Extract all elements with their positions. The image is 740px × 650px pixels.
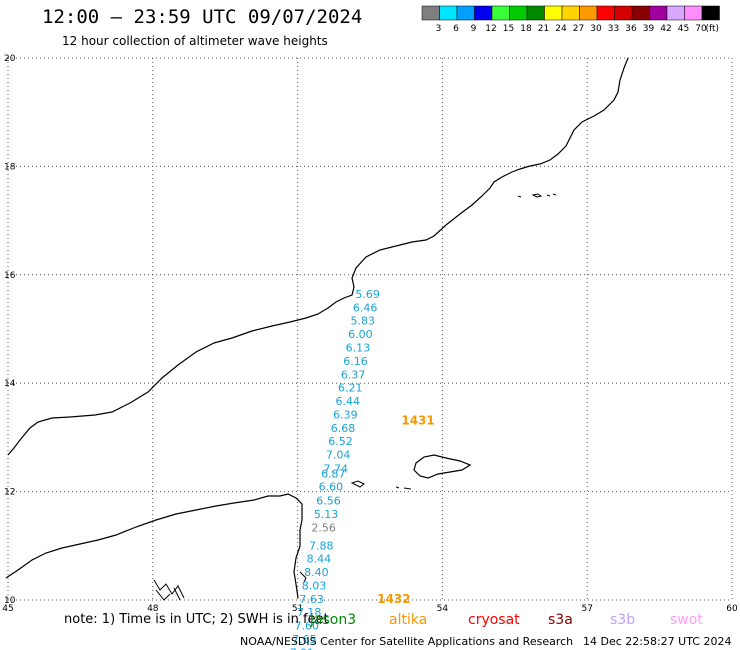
wave-height-label: 7.88 <box>309 539 334 552</box>
wave-height-colorbar: 3 6 9 12 15 18 21 24 27 30 33 36 39 42 45 70(ft) <box>421 5 720 34</box>
islet <box>395 486 400 489</box>
colorbar-tick-label: 6 <box>453 24 459 34</box>
wave-height-label: 7.60 <box>295 619 320 632</box>
wave-height-label: 5.13 <box>314 508 339 521</box>
x-tick-label: 51 <box>292 604 303 614</box>
wave-height-label: 6.13 <box>346 341 371 354</box>
islet <box>552 193 557 196</box>
socotra-island <box>413 454 472 479</box>
wave-height-label: 8.40 <box>304 566 329 579</box>
wave-height-label: 7.65 <box>292 633 317 646</box>
map-grid <box>7 57 733 601</box>
pass-time-labels: 1431 1432 <box>377 414 435 606</box>
y-tick-label: 12 <box>4 488 15 498</box>
arabian-coastline <box>7 57 629 456</box>
wave-height-label: 5.83 <box>351 314 376 327</box>
colorbar-tick-label: 15 <box>503 24 514 34</box>
satellite-legend-swot: swot <box>670 612 703 628</box>
x-tick-label: 45 <box>2 604 13 614</box>
colorbar-tick-label: 18 <box>520 24 532 34</box>
colorbar-tick-label: 33 <box>608 24 619 34</box>
altimeter-track: 5.696.465.836.006.136.166.376.216.446.39… <box>290 288 380 650</box>
colorbar-tick-label: 12 <box>485 24 496 34</box>
satellite-legend-jason3: jason3 <box>310 612 357 628</box>
wave-height-label: 6.87 <box>321 468 346 481</box>
x-tick-label: 57 <box>581 604 592 614</box>
y-tick-label: 16 <box>4 271 16 281</box>
pass-time-label: 1432 <box>377 592 410 606</box>
wave-height-label: 6.44 <box>336 395 361 408</box>
wave-height-label: 6.46 <box>353 301 378 314</box>
pass-time-label: 1431 <box>401 414 434 428</box>
wave-height-label: 7.74 <box>323 462 348 475</box>
colorbar-tick-label: 21 <box>538 24 549 34</box>
x-tick-label: 54 <box>437 604 449 614</box>
islet <box>350 480 365 488</box>
satellite-legend-s3b: s3b <box>610 612 636 628</box>
coastline <box>5 57 629 601</box>
islet <box>299 571 307 583</box>
page-subtitle: 12 hour collection of altimeter wave hei… <box>62 34 328 48</box>
colorbar-tick-label: 45 <box>678 24 689 34</box>
wave-height-label: 8.44 <box>307 552 332 565</box>
colorbar-tick-label: 3 <box>436 24 442 34</box>
credit-text: NOAA/NESDIS Center for Satellite Applica… <box>240 635 574 648</box>
islet <box>546 194 551 197</box>
y-tick-label: 20 <box>4 54 16 64</box>
wave-height-label: 2.56 <box>311 521 336 534</box>
colorbar-swatch <box>701 5 720 21</box>
wave-height-label: 7.04 <box>326 449 351 462</box>
colorbar-tick-label: 9 <box>471 24 477 34</box>
wave-height-label: 6.21 <box>338 382 363 395</box>
wave-height-label: 6.00 <box>348 328 373 341</box>
colorbar-unit: (ft) <box>706 24 720 34</box>
wave-height-label: 7.91 <box>290 647 315 650</box>
satellite-legend-altika: altika <box>389 612 428 628</box>
wave-height-label: 7.18 <box>297 606 322 619</box>
colorbar-tick-label: 36 <box>625 24 637 34</box>
wave-height-label: 5.69 <box>355 288 380 301</box>
islet <box>403 487 412 490</box>
wave-height-label: 6.52 <box>328 435 353 448</box>
axis-labels: 45 48 51 54 57 60 20 18 16 14 12 10 <box>2 54 738 614</box>
y-tick-label: 18 <box>4 162 16 172</box>
wave-height-label: 6.39 <box>333 409 358 422</box>
islet <box>517 195 522 198</box>
wave-height-label: 6.37 <box>341 369 366 382</box>
satellite-legend-cryosat: cryosat <box>468 612 520 628</box>
wave-height-label: 6.60 <box>319 481 344 494</box>
islet <box>531 193 543 198</box>
colorbar-tick-label: 27 <box>573 24 584 34</box>
y-tick-label: 14 <box>4 379 16 389</box>
colorbar-tick-label: 30 <box>590 24 602 34</box>
colorbar-tick-label: 70 <box>695 24 707 34</box>
generated-timestamp: 14 Dec 22:58:27 UTC 2024 <box>583 635 732 648</box>
wave-height-label: 6.56 <box>316 494 341 507</box>
wave-height-label: 6.68 <box>331 422 356 435</box>
satellite-legend-s3a: s3a <box>548 612 573 628</box>
wave-height-label: 8.03 <box>302 579 327 592</box>
inlet-marks <box>153 579 185 601</box>
somalia-coastline <box>5 493 303 599</box>
wave-height-label: 7.63 <box>299 593 324 606</box>
x-tick-label: 48 <box>147 604 159 614</box>
footer-note: note: 1) Time is in UTC; 2) SWH is in fe… <box>64 612 329 627</box>
y-tick-label: 10 <box>4 596 16 606</box>
x-tick-label: 60 <box>726 604 738 614</box>
page-title: 12:00 – 23:59 UTC 09/07/2024 <box>42 6 363 28</box>
colorbar-tick-label: 42 <box>660 24 671 34</box>
colorbar-tick-label: 39 <box>643 24 655 34</box>
wave-height-label: 6.16 <box>343 355 368 368</box>
colorbar-tick-label: 24 <box>555 24 567 34</box>
